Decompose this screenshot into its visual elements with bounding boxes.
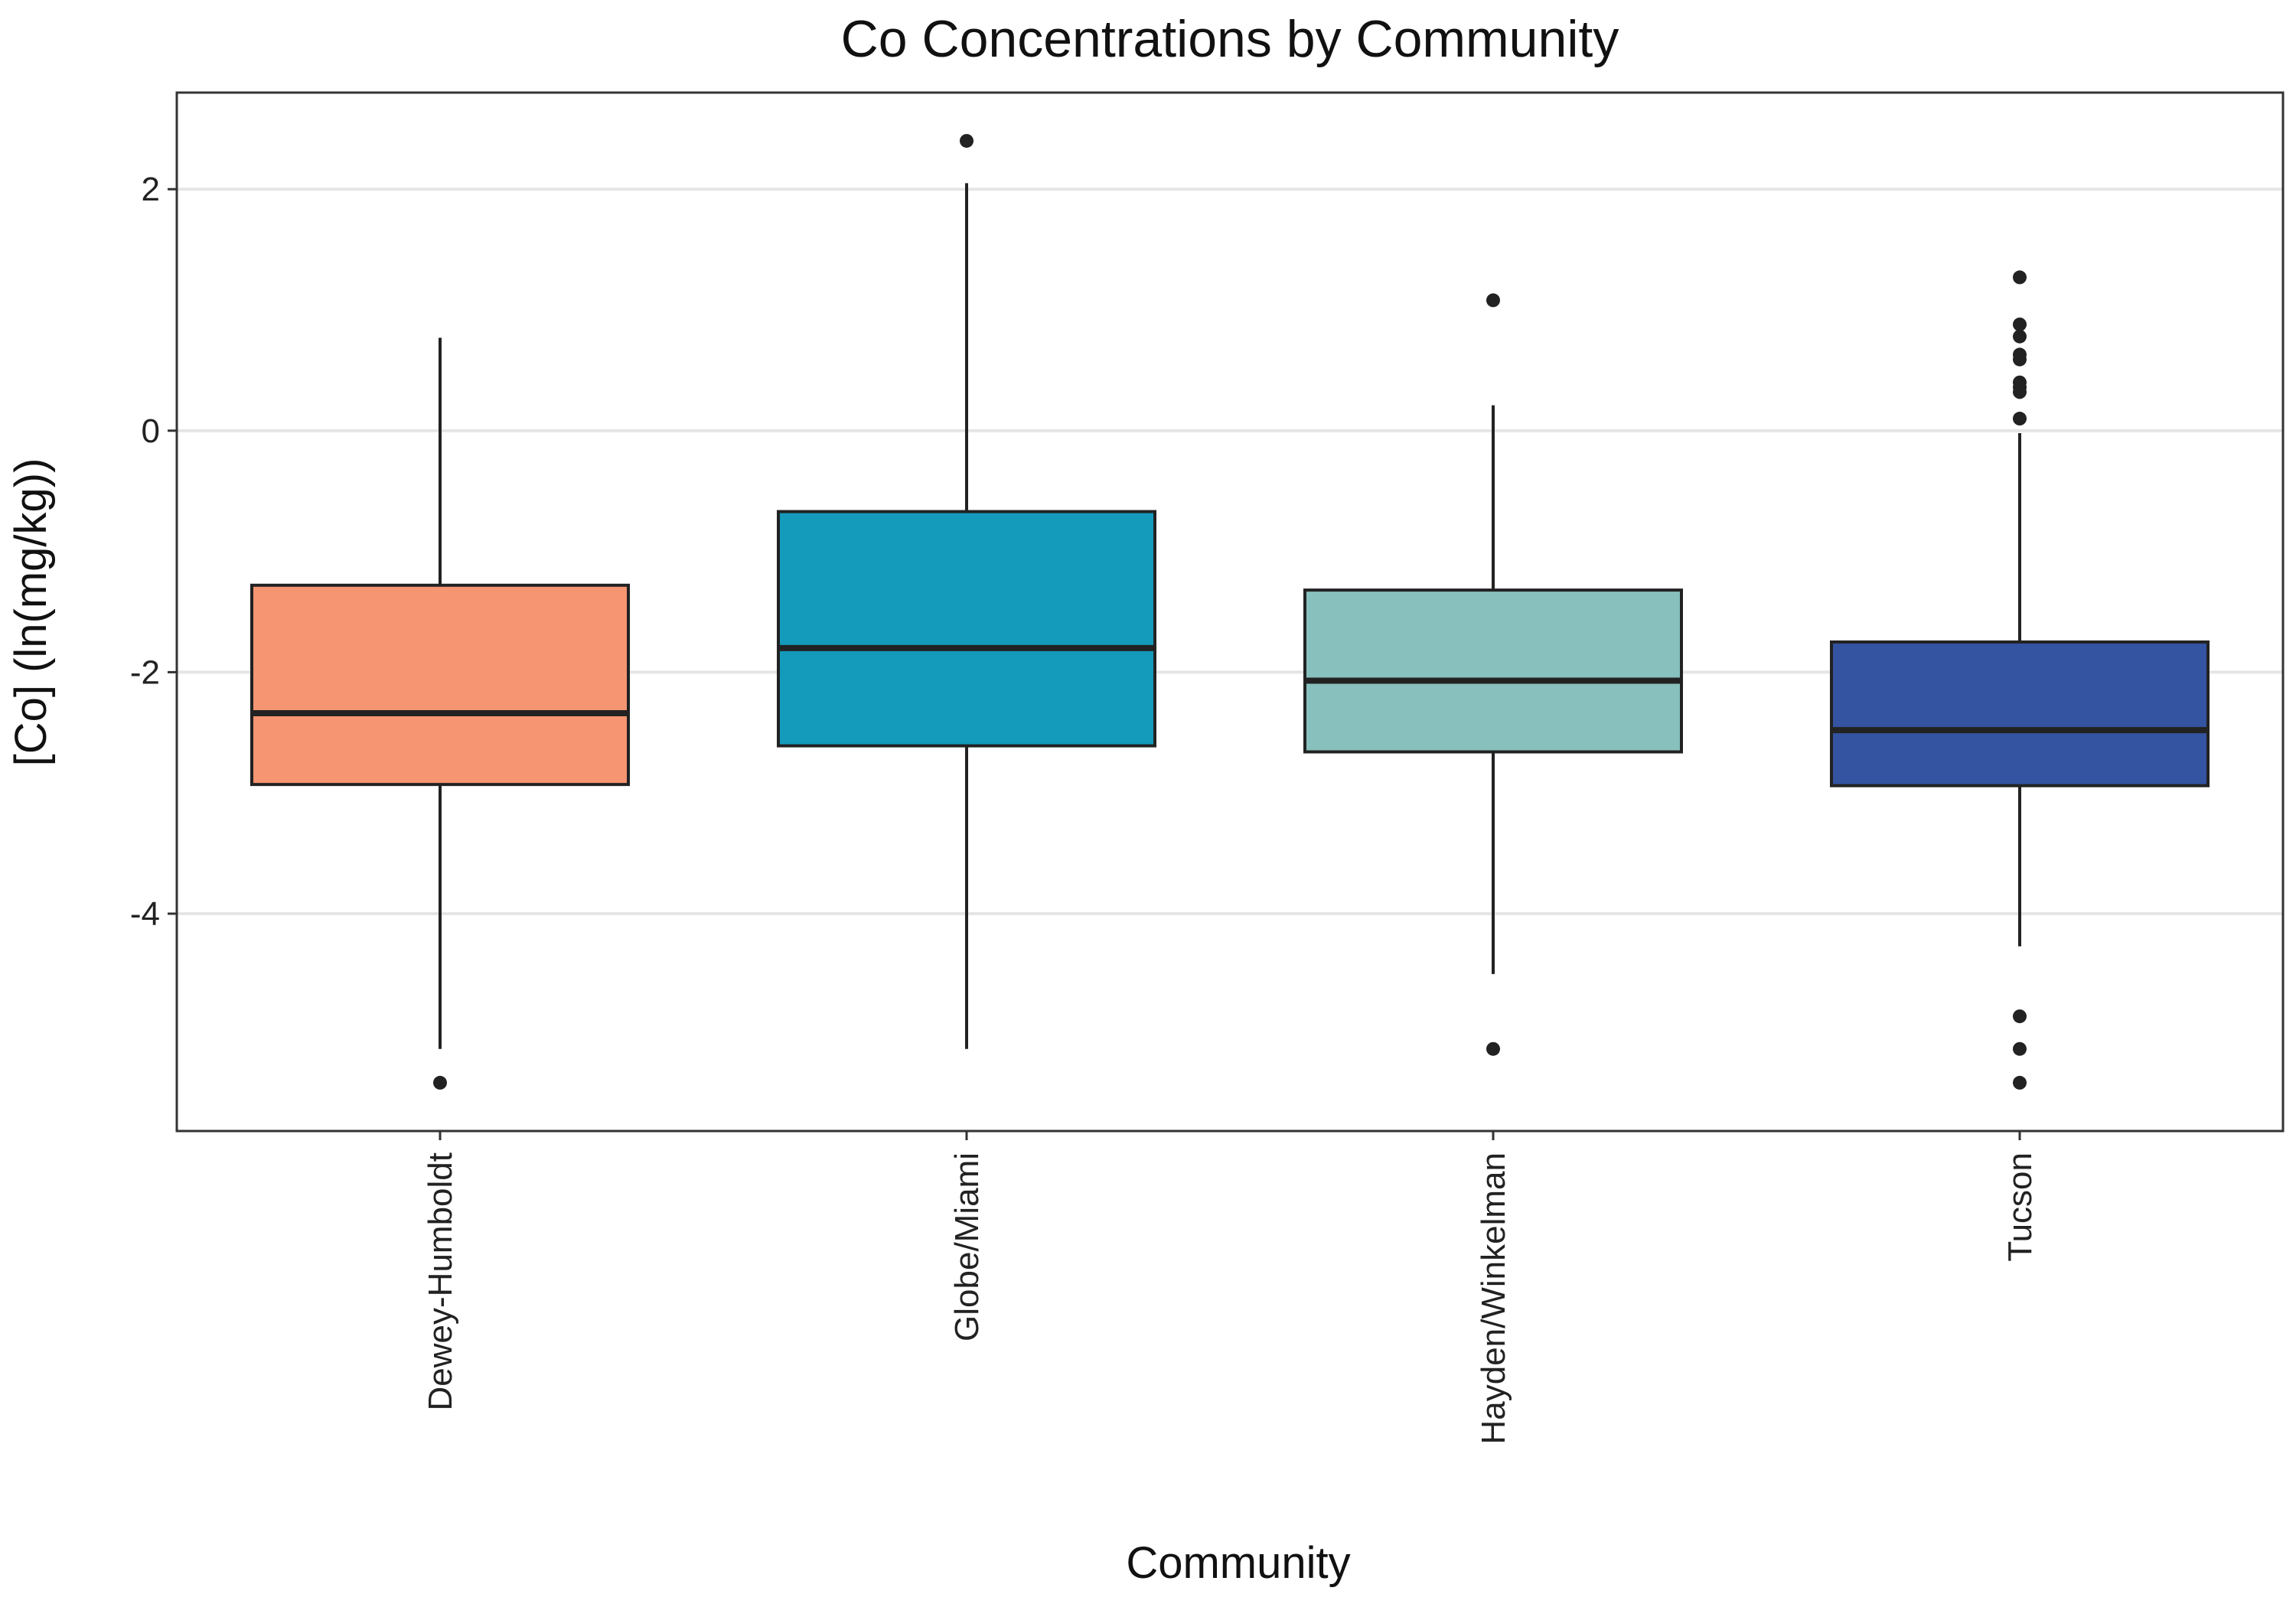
plot-panel [175, 91, 2285, 1133]
chart-title: Co Concentrations by Community [841, 10, 1619, 68]
x-axis-label: Community [1126, 1538, 1350, 1588]
outlier-3-4 [2013, 352, 2027, 367]
box-1 [777, 510, 1156, 748]
outlier-0-0 [433, 1075, 447, 1090]
x-tick-label-2: Hayden/Winkelman [1475, 1152, 1512, 1445]
box-group-0 [250, 337, 630, 1090]
y-tick-label-0: 2 [142, 171, 160, 208]
outlier-2-1 [1486, 1041, 1500, 1056]
outlier-3-10 [2013, 1041, 2027, 1056]
outlier-1-0 [960, 134, 974, 148]
outlier-3-8 [2013, 412, 2027, 426]
y-axis-label: [Co] (ln(mg/kg)) [6, 458, 56, 767]
outlier-3-7 [2013, 385, 2027, 399]
outlier-3-0 [2013, 270, 2027, 285]
box-2 [1303, 588, 1683, 754]
outlier-2-0 [1486, 293, 1500, 308]
outlier-3-9 [2013, 1009, 2027, 1024]
x-tick-label-3: Tucson [2001, 1152, 2039, 1262]
y-tick-label-2: -2 [130, 654, 160, 691]
box-layer [250, 134, 2210, 1090]
y-tick-label-1: 0 [142, 412, 160, 450]
box-0 [250, 583, 630, 787]
x-tick-label-0: Dewey-Humboldt [422, 1152, 459, 1410]
y-axis: 2 0 -2 -4 [130, 171, 177, 933]
box-group-1 [777, 134, 1156, 1049]
outlier-3-2 [2013, 329, 2027, 344]
box-3 [1830, 640, 2210, 787]
x-axis: Dewey-Humboldt Globe/Miami Hayden/Winkelma… [422, 1131, 2039, 1445]
x-tick-label-1: Globe/Miami [948, 1152, 986, 1341]
outlier-3-11 [2013, 1075, 2027, 1090]
outlier-3-1 [2013, 317, 2027, 331]
box-group-2 [1303, 293, 1683, 1056]
y-gridlines [177, 187, 2283, 915]
box-group-3 [1830, 270, 2210, 1090]
y-tick-label-3: -4 [130, 895, 160, 933]
